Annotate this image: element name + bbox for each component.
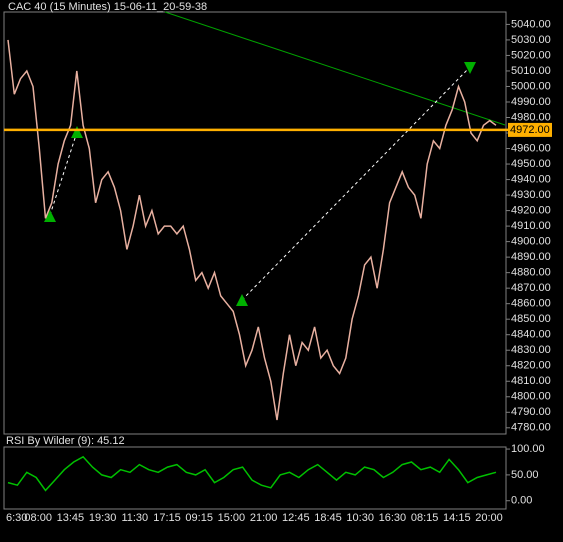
y-tick-label: 4880.00: [511, 267, 551, 279]
y-tick-label: 4790.00: [511, 406, 551, 418]
y-tick-label: 4840.00: [511, 329, 551, 341]
x-tick-label: 11:30: [121, 512, 148, 524]
y-tick-label: 4850.00: [511, 313, 551, 325]
y-tick-label: 4910.00: [511, 220, 551, 232]
x-tick-label: 13:45: [57, 512, 85, 524]
y-tick-label: 5040.00: [511, 18, 551, 30]
y-tick-label: 4860.00: [511, 298, 551, 310]
x-tick-label: 08:00: [24, 512, 52, 524]
rsi-panel: [3, 446, 507, 510]
x-tick-label: 08:15: [411, 512, 439, 524]
y-tick-label: 100.00: [511, 443, 545, 455]
y-tick-label: 4930.00: [511, 189, 551, 201]
price-line: [7, 455, 497, 492]
y-tick-label: 4890.00: [511, 251, 551, 263]
zigzag-line: [49, 131, 78, 216]
y-tick-label: 5000.00: [511, 80, 551, 92]
signal-marker: [71, 126, 83, 138]
x-tick-label: 10:30: [346, 512, 374, 524]
trend-line: [164, 11, 506, 126]
y-tick-label: 4810.00: [511, 375, 551, 387]
y-tick-label: 4870.00: [511, 282, 551, 294]
y-tick-label: 4920.00: [511, 204, 551, 216]
y-tick-label: 4940.00: [511, 173, 551, 185]
x-tick-label: 20:00: [475, 512, 503, 524]
y-tick-label: 4900.00: [511, 236, 551, 248]
y-tick-label: 4800.00: [511, 391, 551, 403]
signal-marker: [236, 294, 248, 306]
y-tick-label: 4780.00: [511, 422, 551, 434]
y-tick-label: 4820.00: [511, 360, 551, 372]
rsi-title: RSI By Wilder (9): 45.12: [6, 435, 125, 447]
x-tick-label: 15:00: [218, 512, 246, 524]
x-tick-label: 12:45: [282, 512, 310, 524]
y-tick-label: 4830.00: [511, 344, 551, 356]
y-tick-label: 5030.00: [511, 34, 551, 46]
chart-title: CAC 40 (15 Minutes) 15-06-11_20-59-38: [8, 1, 207, 13]
y-tick-label: 4980.00: [511, 111, 551, 123]
price-label: 4972.00: [510, 124, 550, 136]
signal-marker: [464, 62, 476, 74]
x-tick-label: 18:45: [314, 512, 342, 524]
x-tick-label: 16:30: [379, 512, 407, 524]
y-tick-label: 0.00: [511, 495, 532, 507]
x-tick-label: 14:15: [443, 512, 471, 524]
zigzag-line: [241, 66, 471, 301]
x-tick-label: 6:30: [6, 512, 27, 524]
y-tick-label: 4990.00: [511, 96, 551, 108]
x-tick-label: 21:00: [250, 512, 278, 524]
y-tick-label: 4950.00: [511, 158, 551, 170]
y-tick-label: 5010.00: [511, 65, 551, 77]
price-line: [7, 39, 497, 421]
x-tick-label: 17:15: [153, 512, 181, 524]
y-tick-label: 5020.00: [511, 49, 551, 61]
y-tick-label: 50.00: [511, 469, 539, 481]
x-tick-label: 19:30: [89, 512, 117, 524]
price-label-box: [508, 122, 552, 137]
signal-marker: [44, 210, 56, 222]
x-tick-label: 09:15: [185, 512, 213, 524]
y-tick-label: 4960.00: [511, 142, 551, 154]
price-panel: [3, 11, 507, 435]
